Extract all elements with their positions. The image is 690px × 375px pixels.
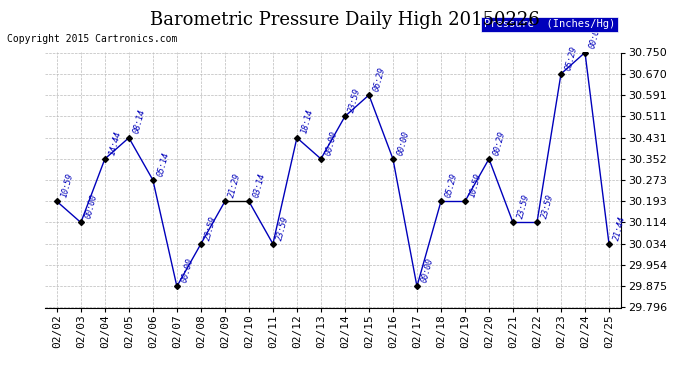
- Text: 23:59: 23:59: [348, 87, 363, 114]
- Text: Pressure  (Inches/Hg): Pressure (Inches/Hg): [484, 20, 615, 29]
- Text: 21:44: 21:44: [612, 214, 627, 241]
- Text: 18:14: 18:14: [299, 108, 315, 135]
- Text: Barometric Pressure Daily High 20150226: Barometric Pressure Daily High 20150226: [150, 11, 540, 29]
- Text: 21:29: 21:29: [228, 172, 243, 199]
- Text: 05:29: 05:29: [564, 45, 579, 71]
- Text: 10:59: 10:59: [468, 172, 483, 199]
- Text: 00:00: 00:00: [588, 23, 603, 50]
- Text: 06:29: 06:29: [372, 66, 387, 92]
- Text: 23:59: 23:59: [204, 214, 219, 241]
- Text: 03:14: 03:14: [252, 172, 267, 199]
- Text: 00:00: 00:00: [83, 193, 99, 220]
- Text: 23:59: 23:59: [540, 193, 555, 220]
- Text: 05:29: 05:29: [444, 172, 459, 199]
- Text: 14:44: 14:44: [108, 130, 123, 156]
- Text: 08:14: 08:14: [132, 108, 147, 135]
- Text: 10:59: 10:59: [59, 172, 75, 199]
- Text: 05:14: 05:14: [156, 151, 171, 177]
- Text: 00:00: 00:00: [420, 257, 435, 284]
- Text: 23:59: 23:59: [515, 193, 531, 220]
- Text: 23:59: 23:59: [276, 214, 291, 241]
- Text: Copyright 2015 Cartronics.com: Copyright 2015 Cartronics.com: [7, 34, 177, 44]
- Text: 00:29: 00:29: [492, 130, 507, 156]
- Text: 00:00: 00:00: [179, 257, 195, 284]
- Text: 00:00: 00:00: [324, 130, 339, 156]
- Text: 00:00: 00:00: [396, 130, 411, 156]
